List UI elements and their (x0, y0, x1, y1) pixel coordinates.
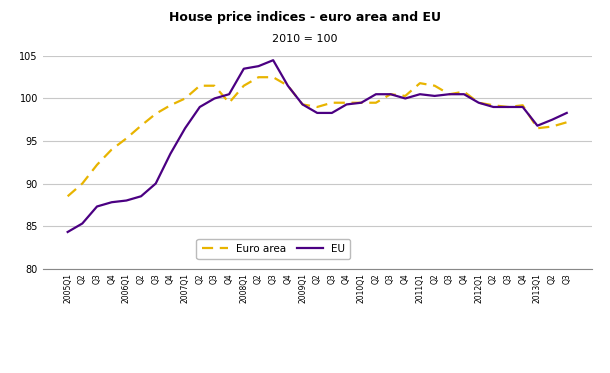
Euro area (240, 84, 248, 88)
Euro area (504, 105, 512, 109)
EU (299, 102, 306, 107)
Euro area (152, 112, 159, 116)
Euro area (461, 90, 468, 94)
EU (461, 92, 468, 97)
EU (123, 198, 130, 203)
Euro area (284, 84, 292, 88)
Euro area (328, 100, 336, 105)
EU (226, 92, 233, 97)
EU (475, 100, 483, 105)
EU (314, 111, 321, 115)
Euro area (299, 102, 306, 107)
Euro area (137, 123, 145, 128)
Euro area (534, 126, 541, 131)
Euro area (108, 147, 115, 152)
Euro area (167, 103, 174, 107)
EU (387, 92, 394, 97)
EU (79, 221, 86, 226)
EU (211, 96, 218, 101)
EU (490, 105, 497, 109)
EU (431, 94, 439, 98)
Euro area (255, 75, 262, 79)
EU (416, 92, 423, 97)
EU (372, 92, 379, 97)
EU (563, 111, 570, 115)
Euro area (548, 124, 556, 129)
Line: Euro area: Euro area (68, 77, 567, 196)
EU (137, 194, 145, 198)
EU (519, 105, 526, 109)
EU (548, 117, 556, 122)
EU (284, 84, 292, 88)
EU (93, 204, 101, 209)
EU (152, 181, 159, 186)
Line: EU: EU (68, 60, 567, 232)
EU (328, 111, 336, 115)
EU (167, 151, 174, 156)
Euro area (64, 194, 71, 198)
Text: House price indices - euro area and EU: House price indices - euro area and EU (169, 11, 441, 24)
EU (64, 230, 71, 234)
EU (446, 92, 453, 97)
EU (401, 96, 409, 101)
EU (240, 66, 248, 71)
Euro area (211, 84, 218, 88)
Euro area (563, 120, 570, 125)
Legend: Euro area, EU: Euro area, EU (196, 239, 350, 259)
Euro area (181, 96, 188, 101)
Euro area (79, 181, 86, 186)
Euro area (475, 100, 483, 105)
Euro area (401, 94, 409, 98)
EU (108, 200, 115, 204)
Euro area (314, 105, 321, 109)
Euro area (416, 81, 423, 85)
Euro area (93, 163, 101, 167)
Euro area (446, 92, 453, 97)
Euro area (490, 103, 497, 107)
Euro area (226, 100, 233, 105)
EU (255, 64, 262, 68)
Euro area (270, 75, 277, 79)
Euro area (123, 136, 130, 141)
Euro area (519, 103, 526, 107)
EU (196, 105, 203, 109)
Euro area (387, 92, 394, 97)
Euro area (196, 84, 203, 88)
EU (181, 126, 188, 131)
Text: 2010 = 100: 2010 = 100 (272, 34, 338, 44)
EU (504, 105, 512, 109)
EU (357, 100, 365, 105)
Euro area (357, 100, 365, 105)
Euro area (431, 84, 439, 88)
EU (534, 123, 541, 128)
EU (270, 58, 277, 62)
Euro area (372, 100, 379, 105)
EU (343, 102, 350, 107)
Euro area (343, 100, 350, 105)
